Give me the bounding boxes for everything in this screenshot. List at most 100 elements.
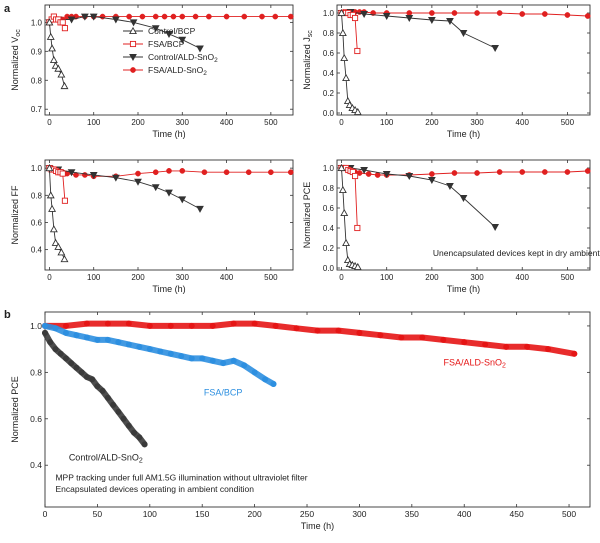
x-tick-label: 0 <box>339 118 344 127</box>
y-axis-label: Normalized Jsc <box>302 30 314 90</box>
data-point <box>584 13 591 19</box>
data-point <box>146 322 153 329</box>
data-point <box>206 13 212 20</box>
x-tick-label: 300 <box>470 273 484 282</box>
x-axis-label: Time (h) <box>447 284 480 294</box>
legend-marker <box>129 40 137 48</box>
data-point <box>134 178 142 186</box>
x-tick-label: 350 <box>405 509 419 519</box>
data-point <box>398 334 405 341</box>
data-point <box>192 13 199 20</box>
data-point <box>178 353 185 360</box>
legend-label-subscript: 2 <box>214 57 218 64</box>
plot-frame <box>44 311 591 508</box>
data-point <box>51 238 60 246</box>
data-point <box>42 329 48 336</box>
data-point <box>54 242 63 250</box>
data-point <box>451 10 458 16</box>
data-point <box>52 325 59 332</box>
data-point <box>223 13 230 20</box>
y-tick-label: 0.4 <box>30 460 42 470</box>
x-tick-label: 100 <box>143 509 157 519</box>
series-label-subscript: 2 <box>502 362 506 369</box>
data-point <box>62 322 69 329</box>
x-tick-label: 0 <box>43 509 48 519</box>
data-point <box>82 172 88 178</box>
legend-marker <box>129 54 137 62</box>
data-point <box>62 329 69 336</box>
x-tick-label: 450 <box>510 509 524 519</box>
data-point <box>120 415 127 422</box>
legend: Control/BCP FSA/BCP Control/ALD-SnO2FSA/AL… <box>123 26 218 77</box>
data-point <box>268 169 274 176</box>
data-point <box>287 169 294 176</box>
series-control-ald-sno2 <box>337 9 500 53</box>
data-point <box>440 336 447 343</box>
x-tick-label: 300 <box>352 509 366 519</box>
x-tick-label: 500 <box>264 273 278 282</box>
data-point <box>152 169 159 176</box>
data-point <box>48 204 57 212</box>
data-point <box>94 383 101 390</box>
data-point <box>474 10 480 16</box>
data-point <box>419 334 426 341</box>
y-tick-label: 0.8 <box>31 76 43 85</box>
series-fsa-bcp <box>46 13 68 32</box>
y-tick-label: 0.8 <box>30 367 42 377</box>
data-point <box>99 387 106 394</box>
legend-label: Control/ALD-SnO2 <box>148 52 218 64</box>
data-point <box>167 322 174 329</box>
data-point <box>287 13 294 20</box>
data-point <box>166 168 172 174</box>
data-point <box>503 343 510 350</box>
data-point <box>61 25 68 32</box>
x-axis-label: Time (h) <box>301 521 334 531</box>
x-tick-label: 400 <box>220 118 234 127</box>
data-point <box>104 320 111 327</box>
data-point <box>459 30 468 38</box>
data-point <box>461 339 468 346</box>
series-control-bcp <box>45 18 69 90</box>
data-point <box>83 320 90 327</box>
data-point <box>251 369 258 376</box>
series-fsa-ald-sno2 <box>46 165 294 180</box>
data-point <box>139 13 146 20</box>
y-tick-label: 1.0 <box>323 9 335 18</box>
data-point <box>352 172 359 180</box>
x-tick-label: 0 <box>47 273 52 282</box>
series-fsa-ald-sno2 <box>338 165 591 178</box>
x-tick-label: 200 <box>248 509 262 519</box>
data-point <box>199 355 206 362</box>
x-tick-label: 200 <box>131 118 145 127</box>
x-axis-label: Time (h) <box>152 129 185 139</box>
series-control-ald-sno2 <box>337 165 500 232</box>
data-point <box>377 332 384 339</box>
data-point <box>165 189 173 197</box>
data-point <box>78 369 85 376</box>
data-point <box>57 248 66 256</box>
x-tick-label: 200 <box>131 273 145 282</box>
data-point <box>161 13 168 20</box>
data-point <box>61 197 68 204</box>
series-fsa-bcp: FSA/BCP <box>42 322 277 398</box>
data-point <box>188 355 195 362</box>
data-point <box>178 196 187 204</box>
data-point <box>57 70 66 78</box>
data-point <box>115 408 122 415</box>
data-point <box>47 339 54 346</box>
data-point <box>405 173 414 181</box>
series-trace <box>42 320 578 357</box>
x-axis-label: Time (h) <box>447 129 480 139</box>
series-fsa-ald-sno2: FSA/ALD-SnO2 <box>42 320 578 369</box>
data-point <box>360 11 368 19</box>
data-point <box>524 343 531 350</box>
x-tick-label: 100 <box>87 273 101 282</box>
data-point <box>111 174 120 182</box>
data-point <box>209 357 216 364</box>
y-axis-label-subscript: sc <box>307 30 314 38</box>
data-point <box>179 13 186 20</box>
data-point <box>491 224 500 232</box>
data-point <box>196 45 204 53</box>
x-tick-label: 400 <box>220 273 234 282</box>
